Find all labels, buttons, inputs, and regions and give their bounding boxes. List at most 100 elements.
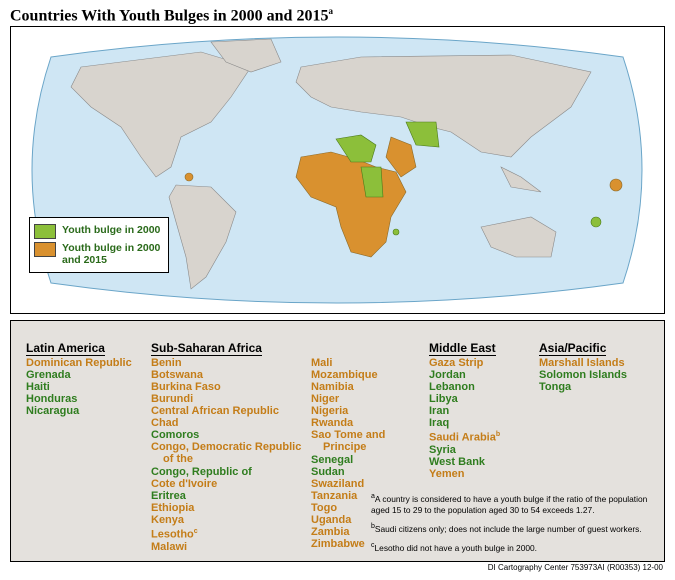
country: Rwanda: [311, 417, 398, 429]
country: Congo, Republic of: [151, 466, 313, 478]
country-name: Eritrea: [151, 490, 186, 502]
legend: Youth bulge in 2000 Youth bulge in 2000 a…: [29, 217, 169, 273]
country-name: Rwanda: [311, 417, 354, 429]
title: Countries With Youth Bulges in 2000 and …: [10, 6, 333, 25]
map-svg: [31, 36, 643, 304]
country: Jordan: [429, 369, 546, 381]
country: Honduras: [26, 393, 153, 405]
country-name: Comoros: [151, 429, 200, 441]
footnote-mark: b: [371, 523, 375, 530]
footnote: aA country is considered to have a youth…: [371, 491, 661, 516]
country-name: Jordan: [429, 369, 466, 381]
country-name: Chad: [151, 417, 179, 429]
country: Niger: [311, 393, 398, 405]
country-name: Solomon Islands: [539, 369, 628, 381]
country-list: Latin America Dominican Republic Grenada Ha…: [10, 320, 665, 562]
country-name: Cote d'Ivoire: [151, 478, 218, 490]
country-name: Uganda: [311, 514, 352, 526]
country: Yemen: [429, 468, 546, 480]
country-note: c: [193, 528, 198, 535]
country-name: Yemen: [429, 468, 465, 480]
country: Zambia: [311, 526, 398, 538]
region-header: Middle East: [429, 341, 496, 356]
country-name: Congo, Democratic Republic of the: [151, 441, 302, 466]
country-name: Congo, Republic of: [151, 466, 252, 478]
country-name: Tonga: [539, 381, 572, 393]
footnote-text: A country is considered to have a youth …: [371, 493, 648, 515]
country: Grenada: [26, 369, 153, 381]
country: Benin: [151, 357, 313, 369]
country: Sudan: [311, 466, 398, 478]
country-name: Haiti: [26, 381, 50, 393]
country: Dominican Republic: [26, 357, 153, 369]
country: Marshall Islands: [539, 357, 671, 369]
country-name: Tanzania: [311, 490, 358, 502]
country-name: Malawi: [151, 541, 188, 553]
country-name: Sudan: [311, 466, 345, 478]
country-name: Niger: [311, 393, 340, 405]
country: Mozambique: [311, 369, 398, 381]
footnote-mark: a: [371, 493, 375, 500]
country-name: Senegal: [311, 454, 354, 466]
country-name: Benin: [151, 357, 182, 369]
country-name: Togo: [311, 502, 338, 514]
legend-item: Youth bulge in 2000 and 2015: [34, 242, 164, 266]
country-name: Iran: [429, 405, 450, 417]
legend-swatch: [34, 242, 56, 257]
footnote: bSaudi citizens only; does not include t…: [371, 521, 661, 535]
country: Iran: [429, 405, 546, 417]
country-name: Saudi Arabia: [429, 431, 496, 444]
country: Comoros: [151, 429, 313, 441]
region-header: Asia/Pacific: [539, 341, 607, 356]
country: Syria: [429, 444, 546, 456]
title-text: Countries With Youth Bulges in 2000 and …: [10, 7, 329, 25]
country: Haiti: [26, 381, 153, 393]
country: Tonga: [539, 381, 671, 393]
country-name: Botswana: [151, 369, 203, 381]
country: Zimbabwe: [311, 538, 398, 550]
country-name: Syria: [429, 444, 456, 456]
country: Burkina Faso: [151, 381, 313, 393]
legend-label: Youth bulge in 2000 and 2015: [62, 242, 161, 266]
country: Central African Republic: [151, 405, 313, 417]
country: Nicaragua: [26, 405, 153, 417]
country: Botswana: [151, 369, 313, 381]
country: Lebanon: [429, 381, 546, 393]
country-name: Nigeria: [311, 405, 349, 417]
credit: DI Cartography Center 753973AI (R00353) …: [487, 563, 663, 572]
region-header: Latin America: [26, 341, 105, 356]
country: Malawi: [151, 541, 313, 553]
country: Libya: [429, 393, 546, 405]
country: Tanzania: [311, 490, 398, 502]
country-name: Burkina Faso: [151, 381, 221, 393]
country-name: Zimbabwe: [311, 538, 365, 550]
country: Sao Tome and Principe: [311, 429, 398, 454]
country: Kenya: [151, 514, 313, 526]
country: Iraq: [429, 417, 546, 429]
country: Chad: [151, 417, 313, 429]
country: Cote d'Ivoire: [151, 478, 313, 490]
legend-label: Youth bulge in 2000: [62, 224, 161, 236]
country: Solomon Islands: [539, 369, 671, 381]
map: Youth bulge in 2000 Youth bulge in 2000 a…: [10, 26, 665, 314]
country: Saudi Arabiab: [429, 429, 546, 444]
country-name: Dominican Republic: [26, 357, 132, 369]
country-name: Honduras: [26, 393, 78, 405]
legend-swatch: [34, 224, 56, 239]
country-name: Marshall Islands: [539, 357, 625, 369]
region-header: Sub-Saharan Africa: [151, 341, 262, 356]
footnote-text: Lesotho did not have a youth bulge in 20…: [374, 542, 538, 553]
footnote: cLesotho did not have a youth bulge in 2…: [371, 540, 661, 554]
footnote-mark: c: [371, 542, 375, 549]
country-name: Mozambique: [311, 369, 378, 381]
country-name: Libya: [429, 393, 458, 405]
country-name: Swaziland: [311, 478, 365, 490]
country: Burundi: [151, 393, 313, 405]
country: Congo, Democratic Republic of the: [151, 441, 313, 466]
legend-item: Youth bulge in 2000: [34, 224, 164, 239]
footnote-text: Saudi citizens only; does not include th…: [374, 523, 642, 534]
country: Ethiopia: [151, 502, 313, 514]
country-name: Lebanon: [429, 381, 475, 393]
country-name: Ethiopia: [151, 502, 195, 514]
land: [70, 38, 592, 290]
